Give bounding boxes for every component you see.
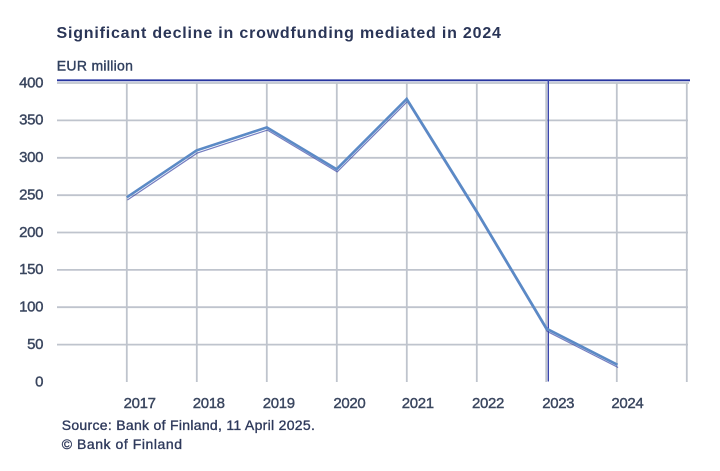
svg-text:2019: 2019 (263, 395, 295, 412)
svg-text:300: 300 (19, 149, 43, 166)
svg-text:Source: Bank of Finland, 11 Ap: Source: Bank of Finland, 11 April 2025. (62, 417, 315, 433)
svg-text:© Bank of Finland: © Bank of Finland (62, 436, 183, 452)
svg-text:100: 100 (19, 299, 43, 316)
svg-text:EUR million: EUR million (57, 57, 133, 73)
svg-text:Significant decline in crowdfu: Significant decline in crowdfunding medi… (57, 25, 502, 42)
svg-text:250: 250 (19, 187, 43, 204)
svg-text:2018: 2018 (193, 395, 225, 412)
svg-text:2020: 2020 (333, 395, 365, 412)
svg-text:200: 200 (19, 224, 43, 241)
svg-text:0: 0 (35, 373, 43, 390)
svg-text:350: 350 (19, 112, 43, 129)
svg-text:150: 150 (19, 261, 43, 278)
svg-text:2021: 2021 (402, 395, 434, 412)
svg-text:400: 400 (19, 74, 43, 91)
svg-text:2024: 2024 (611, 395, 643, 412)
svg-text:2023: 2023 (542, 395, 574, 412)
svg-text:50: 50 (27, 336, 43, 353)
svg-text:2017: 2017 (124, 395, 156, 412)
svg-text:2022: 2022 (472, 395, 504, 412)
